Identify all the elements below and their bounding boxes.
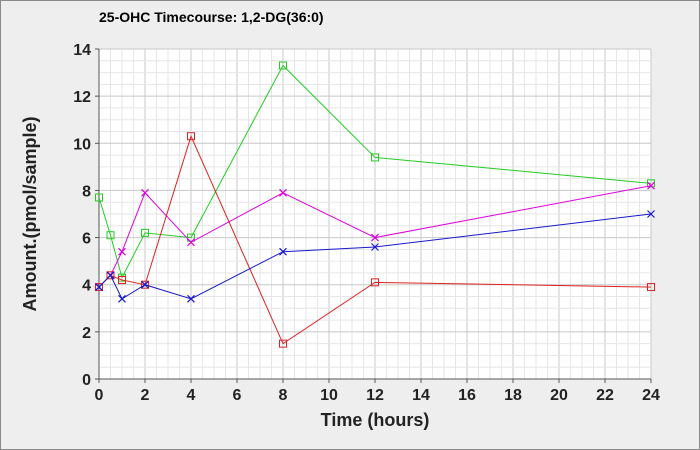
data-point-x	[187, 294, 195, 303]
x-tick-label: 16	[458, 387, 476, 404]
x-tick-label: 2	[141, 387, 150, 404]
chart-title: 25-OHC Timecourse: 1,2-DG(36:0)	[99, 9, 324, 25]
x-tick-label: 24	[642, 387, 660, 404]
x-tick-label: 4	[187, 387, 196, 404]
data-point-square	[187, 132, 195, 141]
data-point-square	[141, 228, 149, 237]
data-point-x	[106, 271, 115, 280]
data-point-square	[106, 271, 115, 280]
data-point-square	[647, 283, 655, 292]
data-point-square	[371, 278, 379, 287]
series-1	[95, 61, 655, 282]
data-point-x	[647, 210, 655, 218]
y-tick-label: 6	[82, 231, 91, 248]
series-layer	[95, 61, 655, 348]
data-point-x	[279, 188, 287, 197]
data-point-square	[279, 339, 287, 348]
data-point-square	[141, 280, 149, 289]
x-tick-label: 20	[550, 387, 568, 404]
x-tick-label: 10	[320, 387, 338, 404]
data-point-square	[118, 276, 126, 284]
data-point-x	[647, 181, 655, 190]
y-tick-label: 14	[73, 42, 91, 59]
grid-lines	[98, 48, 652, 380]
x-tick-label: 18	[504, 387, 522, 404]
data-point-x	[95, 283, 103, 291]
x-tick-label: 6	[233, 387, 242, 404]
series-4	[95, 210, 655, 303]
data-point-x	[371, 233, 379, 242]
data-point-x	[118, 247, 126, 256]
series-3	[95, 132, 655, 348]
x-tick-label: 0	[95, 387, 104, 404]
y-tick-label: 0	[82, 372, 91, 389]
data-point-x	[141, 280, 149, 289]
data-point-x	[371, 243, 379, 251]
y-tick-label: 2	[82, 325, 91, 342]
series-line	[98, 213, 652, 300]
x-tick-label: 12	[366, 387, 384, 404]
data-point-x	[141, 188, 149, 197]
series-line	[98, 134, 652, 345]
data-point-square	[371, 153, 379, 162]
x-tick-label: 22	[596, 387, 614, 404]
y-tick-label: 8	[82, 183, 91, 200]
y-axis-title: Amount.(pmol/sample)	[20, 116, 40, 311]
data-point-x	[279, 247, 287, 256]
data-point-x	[187, 238, 195, 247]
x-tick-label: 14	[412, 387, 430, 404]
data-point-square	[187, 233, 195, 242]
y-tick-label: 4	[82, 278, 91, 295]
data-point-x	[118, 294, 126, 303]
series-line	[98, 64, 652, 280]
data-point-square	[647, 179, 655, 188]
data-point-square	[279, 61, 287, 70]
data-point-square	[95, 193, 103, 202]
data-point-square	[106, 231, 115, 240]
data-point-square	[95, 283, 103, 292]
y-tick-label: 10	[73, 136, 91, 153]
x-tick-label: 8	[279, 387, 288, 404]
x-axis-title: Time (hours)	[321, 410, 430, 430]
y-tick-label: 12	[73, 89, 91, 106]
